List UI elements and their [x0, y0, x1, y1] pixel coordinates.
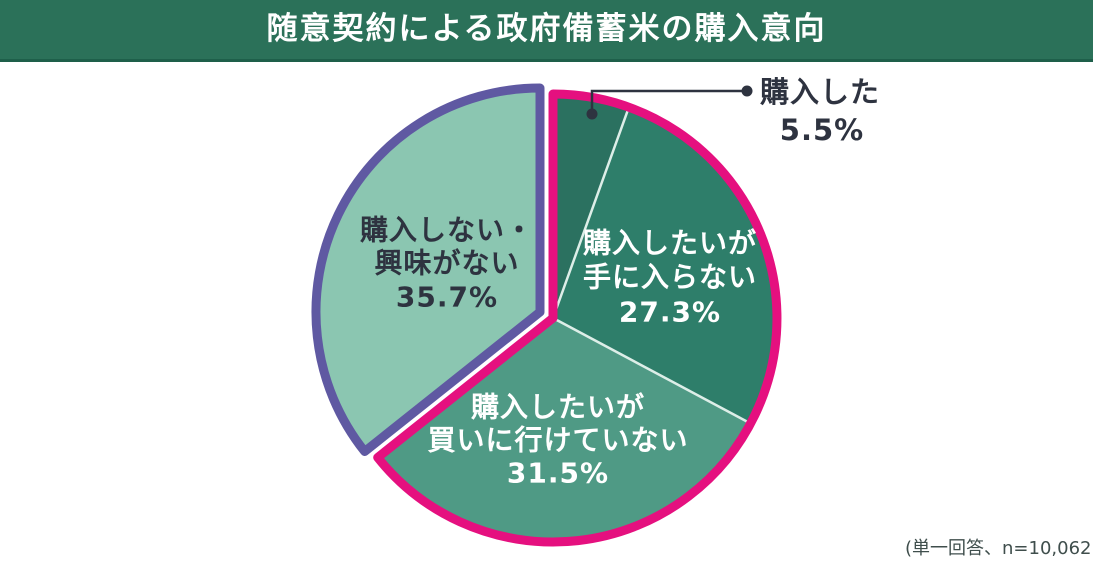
chart-title: 随意契約による政府備蓄米の購入意向 [266, 11, 827, 47]
group-outline-pink [373, 89, 782, 547]
sample-size-footnote: (単一回答、n=10,062 [905, 538, 1092, 559]
slice-divider-1 [551, 106, 631, 319]
exploded-outline-purple [311, 83, 545, 456]
label-not-interested-value: 35.7% [396, 281, 498, 314]
slice-divider-2 [552, 316, 752, 425]
label-cannot-obtain-value: 27.3% [619, 296, 721, 329]
label-purchased-value: 5.5% [780, 113, 864, 147]
label-not-interested-line2: 興味がない [374, 247, 519, 280]
pie-slice-not-interested-exploded [315, 88, 540, 452]
callout-end-dot [741, 85, 753, 97]
label-purchased-line1: 購入した [760, 75, 880, 109]
pie-slice-want-cannot-obtain [553, 107, 778, 424]
label-not-interested-line1: 購入しない・ [360, 214, 534, 247]
label-not-gone-line1: 購入したいが [471, 391, 645, 424]
callout-line [590, 89, 747, 114]
callout-anchor-dot [586, 108, 598, 120]
title-banner: 随意契約による政府備蓄米の購入意向 [0, 0, 1093, 62]
label-not-gone-line2: 買いに行けていない [427, 424, 688, 457]
label-cannot-obtain-line2: 手に入らない [583, 261, 757, 294]
label-not-gone-value: 31.5% [507, 457, 609, 490]
label-cannot-obtain-line1: 購入したいが [583, 227, 757, 260]
